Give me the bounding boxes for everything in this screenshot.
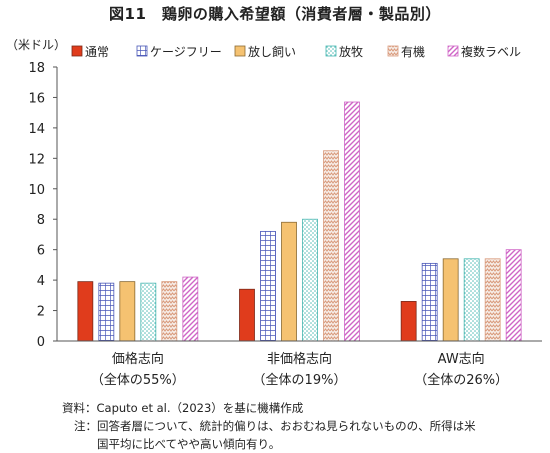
y-tick-label: 8 (37, 213, 45, 228)
x-category-label: AW志向 (438, 351, 485, 367)
bar (239, 288, 255, 342)
y-axis-label: （米ドル） (6, 38, 66, 52)
legend: 通常 ケージフリー 放し飼い 放牧 有機 複数ラベル (71, 44, 521, 59)
bar (323, 150, 339, 342)
x-category-label: 価格志向 (112, 351, 164, 367)
x-axis: 価格志向 （全体の55%） 非価格志向 （全体の19%） AW志向 （全体の26%） (57, 340, 542, 388)
y-tick-label: 12 (28, 152, 45, 167)
legend-swatch (447, 45, 459, 57)
bar (302, 218, 318, 342)
y-tick-label: 2 (37, 305, 45, 320)
bar (442, 258, 459, 342)
legend-swatch (387, 45, 399, 57)
legend-swatch (234, 45, 246, 57)
legend-label: 放牧 (339, 44, 363, 59)
bar (344, 101, 360, 342)
y-tick-label: 6 (37, 244, 45, 259)
note-line-2: 国平均に比べてやや高い傾向有り。 (97, 437, 281, 451)
bar (505, 249, 522, 342)
bar (421, 262, 438, 342)
x-category-label: 非価格志向 (267, 351, 332, 367)
y-tick-label: 18 (28, 61, 45, 76)
legend-label: 通常 (85, 45, 109, 59)
x-category-sublabel: （全体の55%） (91, 372, 185, 388)
y-tick-label: 10 (28, 183, 45, 198)
bar (140, 282, 157, 342)
legend-label: 有機 (401, 44, 425, 59)
chart-title: 図11 鶏卵の購入希望額（消費者層・製品別） (109, 5, 441, 23)
legend-label: ケージフリー (150, 45, 222, 59)
bar (400, 301, 417, 342)
bar (182, 276, 199, 342)
x-category-sublabel: （全体の19%） (253, 372, 347, 388)
source-note: 資料：Caputo et al.（2023）を基に機構作成 (62, 401, 304, 415)
y-axis: 0 2 4 6 8 10 12 14 16 18 (28, 61, 58, 350)
bar (77, 281, 94, 342)
y-tick-label: 14 (28, 122, 45, 137)
note-line-1: 回答者層について、統計的偏りは、おおむね見られないものの、所得は米 (97, 419, 476, 433)
legend-label: 複数ラベル (461, 44, 521, 59)
legend-label: 放し飼い (248, 44, 296, 59)
y-tick-label: 4 (37, 274, 45, 289)
bar (463, 258, 480, 342)
bars (77, 101, 522, 342)
y-tick-label: 0 (37, 335, 45, 350)
y-tick-label: 16 (28, 91, 45, 106)
bar (484, 258, 501, 342)
bar (260, 230, 276, 342)
bar (161, 281, 178, 342)
bar (119, 281, 136, 342)
bar (98, 282, 115, 342)
legend-swatch (136, 45, 148, 57)
note-label: 注： (74, 419, 97, 433)
x-category-sublabel: （全体の26%） (414, 372, 508, 388)
legend-swatch (71, 45, 83, 57)
bar (281, 221, 297, 342)
legend-swatch (325, 45, 337, 57)
bar-chart: （米ドル） 通常 ケージフリー 放し飼い 放牧 有機 複数ラベル 0 2 4 6 8 10 12 14 1… (6, 38, 542, 388)
